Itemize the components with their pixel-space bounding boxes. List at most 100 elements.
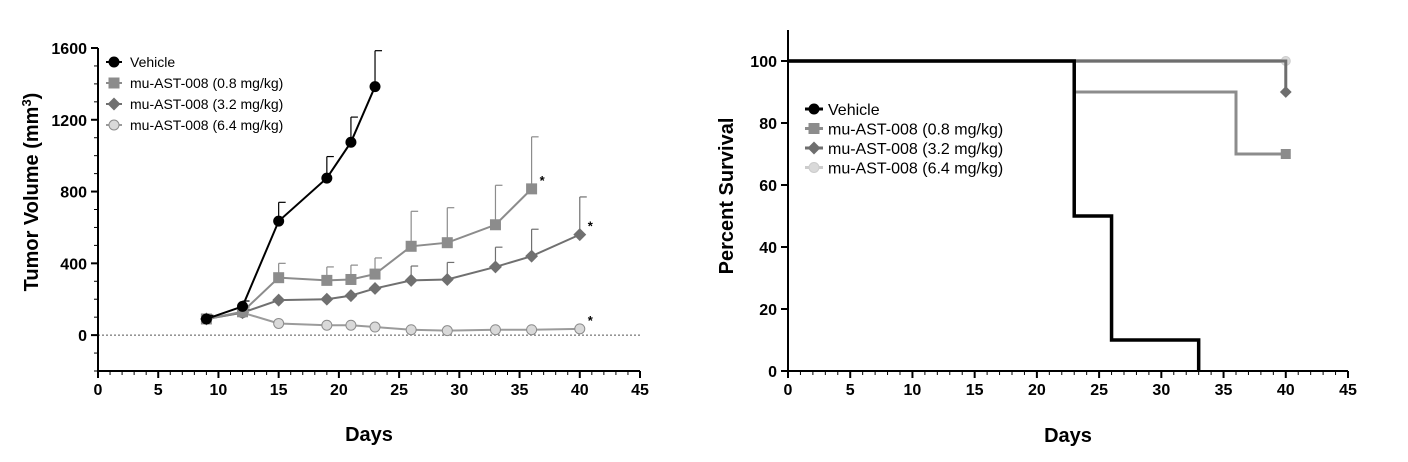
legend-item: mu-AST-008 (6.4 mg/kg) <box>106 117 283 133</box>
end-marker <box>1279 86 1292 98</box>
tumor-volume-legend: Vehicle mu-AST-008 (0.8 mg/kg) mu-AST-008 … <box>106 54 283 133</box>
legend-item: Vehicle <box>106 54 175 70</box>
series-line <box>206 86 376 320</box>
data-point <box>345 136 357 148</box>
y-axis-title: Percent Survival <box>716 118 738 275</box>
x-tick-label: 30 <box>1152 382 1170 399</box>
step-line <box>788 59 1201 371</box>
legend-item: mu-AST-008 (3.2 mg/kg) <box>805 141 1003 158</box>
y-tick-label: 1600 <box>51 41 87 58</box>
series-line <box>206 233 581 320</box>
legend-marker <box>808 103 820 115</box>
tumor-volume-chart: * * * 0 5 10 15 20 25 30 35 40 45 0 400 800 1200 1600 D… <box>19 41 650 446</box>
x-tick-label: 45 <box>1339 382 1357 399</box>
y-ticks: 0 20 40 60 80 100 <box>750 54 788 381</box>
data-point <box>369 268 381 280</box>
step-line <box>788 59 1288 92</box>
data-point <box>489 324 501 336</box>
y-tick-label: 80 <box>759 116 777 133</box>
x-tick-label: 40 <box>571 382 589 399</box>
y-tick-label: 800 <box>60 185 87 202</box>
data-point <box>489 219 501 231</box>
y-tick-label: 20 <box>759 302 777 319</box>
data-point <box>200 313 212 325</box>
data-point <box>441 237 453 249</box>
x-tick-label: 20 <box>1028 382 1046 399</box>
legend-label: mu-AST-008 (6.4 mg/kg) <box>828 161 1003 178</box>
x-tick-label: 0 <box>784 382 793 399</box>
legend-marker <box>808 162 820 173</box>
legend-marker <box>807 141 821 155</box>
legend-label: mu-AST-008 (0.8 mg/kg) <box>828 122 1003 139</box>
x-tick-label: 35 <box>1215 382 1233 399</box>
survival-legend: Vehicle mu-AST-008 (0.8 mg/kg) mu-AST-008 … <box>805 102 1003 178</box>
data-point <box>345 273 357 285</box>
y-tick-label: 40 <box>759 240 777 257</box>
data-point <box>321 274 333 286</box>
y-tick-label: 100 <box>750 54 777 71</box>
legend-label: mu-AST-008 (6.4 mg/kg) <box>130 117 283 133</box>
data-point <box>273 272 285 284</box>
x-tick-label: 10 <box>210 382 228 399</box>
x-tick-label: 10 <box>904 382 922 399</box>
data-point <box>440 273 454 286</box>
series-line <box>206 188 533 320</box>
y-tick-label: 0 <box>768 364 777 381</box>
x-axis-title: Days <box>1044 425 1092 447</box>
x-axis-title: Days <box>345 424 393 446</box>
x-tick-label: 40 <box>1277 382 1295 399</box>
legend-marker <box>107 97 121 111</box>
data-point <box>368 281 382 295</box>
series-2: * <box>200 136 546 325</box>
legend-marker <box>108 56 120 68</box>
data-point <box>321 319 333 331</box>
data-point <box>321 172 333 184</box>
survival-axes <box>787 30 1348 372</box>
data-point <box>525 249 539 263</box>
data-point <box>320 292 334 306</box>
y-axis-title: Tumor Volume (mm3) <box>19 93 44 292</box>
legend-label: mu-AST-008 (0.8 mg/kg) <box>130 75 283 91</box>
legend-item: mu-AST-008 (3.2 mg/kg) <box>106 96 283 112</box>
y-axis-title-main: Tumor Volume (mm <box>21 107 43 292</box>
y-axis-title-close: ) <box>21 93 43 100</box>
data-point <box>441 325 453 337</box>
y-axis-title-sup: 3 <box>19 99 34 106</box>
y-tick-label: 1200 <box>51 113 87 130</box>
series-4: * <box>200 307 594 337</box>
legend-marker <box>108 77 120 89</box>
data-point <box>405 240 417 252</box>
legend-item: Vehicle <box>805 102 880 119</box>
series-3: * <box>199 196 594 326</box>
data-point <box>526 324 538 336</box>
legend-label: Vehicle <box>130 54 175 70</box>
data-point <box>344 289 358 303</box>
x-ticks: 0 5 10 15 20 25 30 35 40 45 <box>94 371 649 399</box>
significance-annotation: * <box>540 173 546 188</box>
legend-marker <box>108 119 120 131</box>
survival-series-1 <box>788 59 1201 371</box>
x-tick-label: 25 <box>1090 382 1108 399</box>
x-tick-label: 15 <box>270 382 288 399</box>
legend-item: mu-AST-008 (0.8 mg/kg) <box>106 75 283 91</box>
x-tick-label: 0 <box>94 382 103 399</box>
x-ticks: 0 5 10 15 20 25 30 35 40 45 <box>784 371 1357 399</box>
x-tick-label: 15 <box>966 382 984 399</box>
data-point <box>237 300 249 312</box>
data-point <box>405 324 417 336</box>
y-tick-label: 0 <box>78 328 87 345</box>
legend-label: Vehicle <box>828 102 880 119</box>
y-tick-label: 60 <box>759 178 777 195</box>
end-marker <box>1280 149 1291 159</box>
x-tick-label: 5 <box>154 382 163 399</box>
data-point <box>273 317 285 329</box>
series-1 <box>200 50 383 325</box>
survival-series <box>788 56 1292 371</box>
x-tick-label: 30 <box>450 382 468 399</box>
data-point <box>273 215 285 227</box>
survival-chart: 0 5 10 15 20 25 30 35 40 45 0 20 40 60 80 100 Days Per… <box>716 30 1357 447</box>
data-point <box>489 260 502 274</box>
y-tick-label: 400 <box>60 256 87 273</box>
data-point <box>369 81 381 93</box>
